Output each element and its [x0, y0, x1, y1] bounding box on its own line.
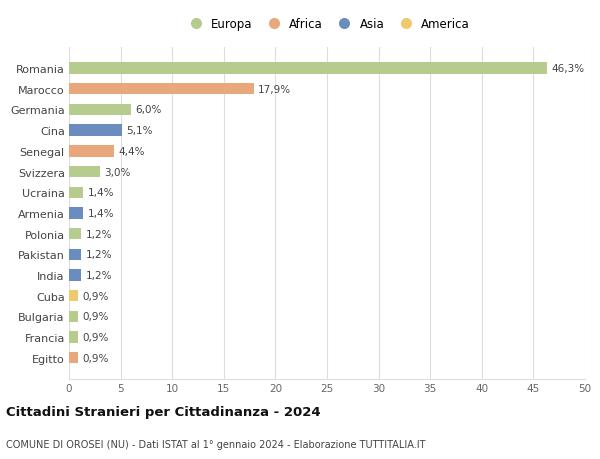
Text: 4,4%: 4,4%: [119, 146, 145, 157]
Text: COMUNE DI OROSEI (NU) - Dati ISTAT al 1° gennaio 2024 - Elaborazione TUTTITALIA.: COMUNE DI OROSEI (NU) - Dati ISTAT al 1°…: [6, 440, 425, 449]
Text: 0,9%: 0,9%: [82, 291, 109, 301]
Legend: Europa, Africa, Asia, America: Europa, Africa, Asia, America: [184, 18, 470, 31]
Text: 1,4%: 1,4%: [88, 188, 114, 198]
Bar: [69, 146, 115, 157]
Bar: [69, 311, 78, 322]
Text: 0,9%: 0,9%: [82, 353, 109, 363]
Text: 1,2%: 1,2%: [86, 229, 112, 239]
Bar: [69, 187, 83, 198]
Text: 46,3%: 46,3%: [551, 64, 584, 74]
Bar: [69, 332, 78, 343]
Bar: [69, 208, 83, 219]
Text: 17,9%: 17,9%: [258, 84, 291, 95]
Bar: [69, 229, 82, 240]
Text: 0,9%: 0,9%: [82, 332, 109, 342]
Text: 1,2%: 1,2%: [86, 270, 112, 280]
Text: Cittadini Stranieri per Cittadinanza - 2024: Cittadini Stranieri per Cittadinanza - 2…: [6, 405, 320, 419]
Text: 1,2%: 1,2%: [86, 250, 112, 260]
Bar: [69, 125, 122, 136]
Bar: [69, 167, 100, 178]
Text: 3,0%: 3,0%: [104, 167, 130, 177]
Text: 6,0%: 6,0%: [135, 105, 161, 115]
Bar: [69, 105, 131, 116]
Bar: [69, 249, 82, 260]
Bar: [69, 353, 78, 364]
Bar: [69, 270, 82, 281]
Bar: [69, 291, 78, 302]
Bar: [69, 84, 254, 95]
Text: 1,4%: 1,4%: [88, 208, 114, 218]
Text: 5,1%: 5,1%: [126, 126, 152, 136]
Text: 0,9%: 0,9%: [82, 312, 109, 322]
Bar: [69, 63, 547, 74]
